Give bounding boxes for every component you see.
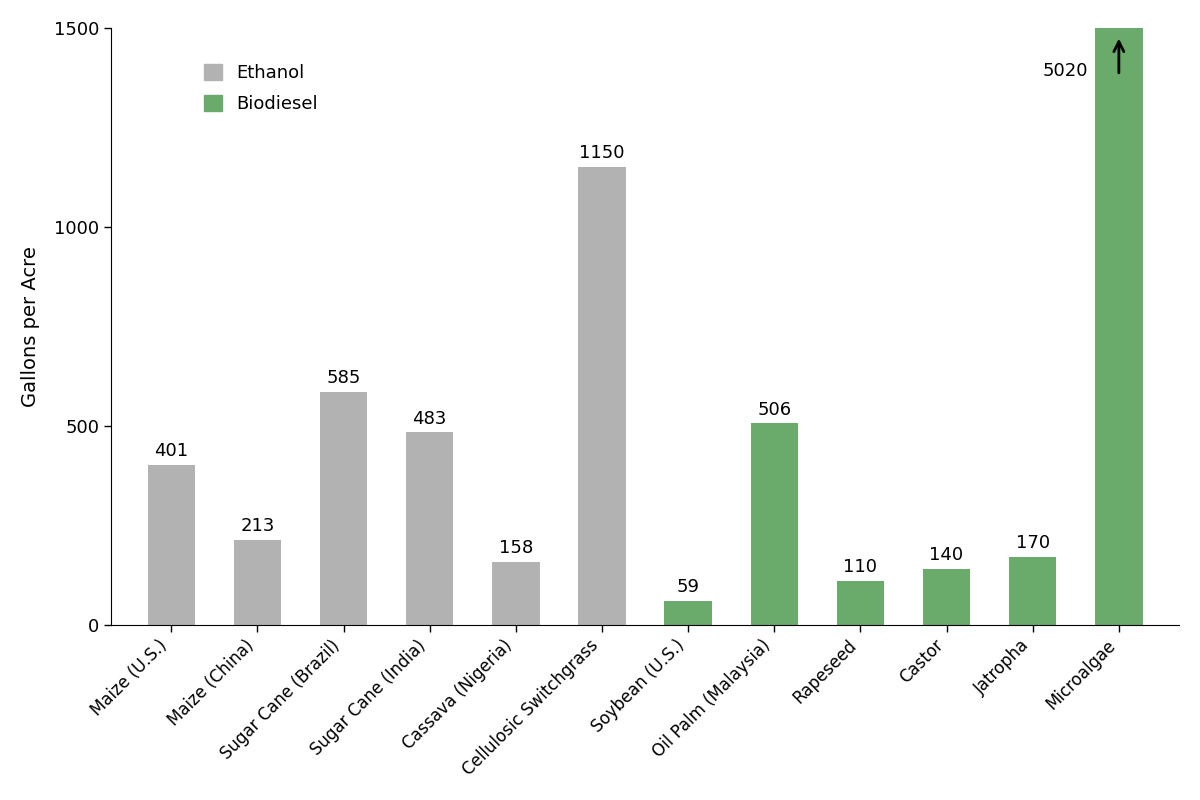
Text: 483: 483 (413, 410, 446, 428)
Bar (923, 569, 971, 625)
Bar (665, 601, 712, 625)
Bar (578, 167, 625, 625)
Text: 158: 158 (499, 539, 533, 557)
Text: 585: 585 (326, 369, 361, 387)
Bar (148, 465, 194, 625)
Bar (1096, 28, 1142, 625)
Bar (492, 562, 540, 625)
Text: 1150: 1150 (580, 144, 625, 162)
Bar (836, 581, 884, 625)
Bar (1009, 557, 1056, 625)
Text: 140: 140 (930, 546, 964, 564)
Text: 170: 170 (1015, 534, 1050, 552)
Text: 213: 213 (240, 517, 275, 535)
Bar (750, 423, 798, 625)
Text: 59: 59 (677, 578, 700, 596)
Text: 506: 506 (757, 401, 791, 418)
Bar (234, 540, 281, 625)
Legend: Ethanol, Biodiesel: Ethanol, Biodiesel (194, 54, 326, 122)
Text: 110: 110 (844, 558, 877, 576)
Bar (320, 392, 367, 625)
Text: 401: 401 (154, 442, 188, 460)
Y-axis label: Gallons per Acre: Gallons per Acre (20, 246, 40, 406)
Bar (406, 433, 454, 625)
Text: 5020: 5020 (1043, 62, 1088, 79)
